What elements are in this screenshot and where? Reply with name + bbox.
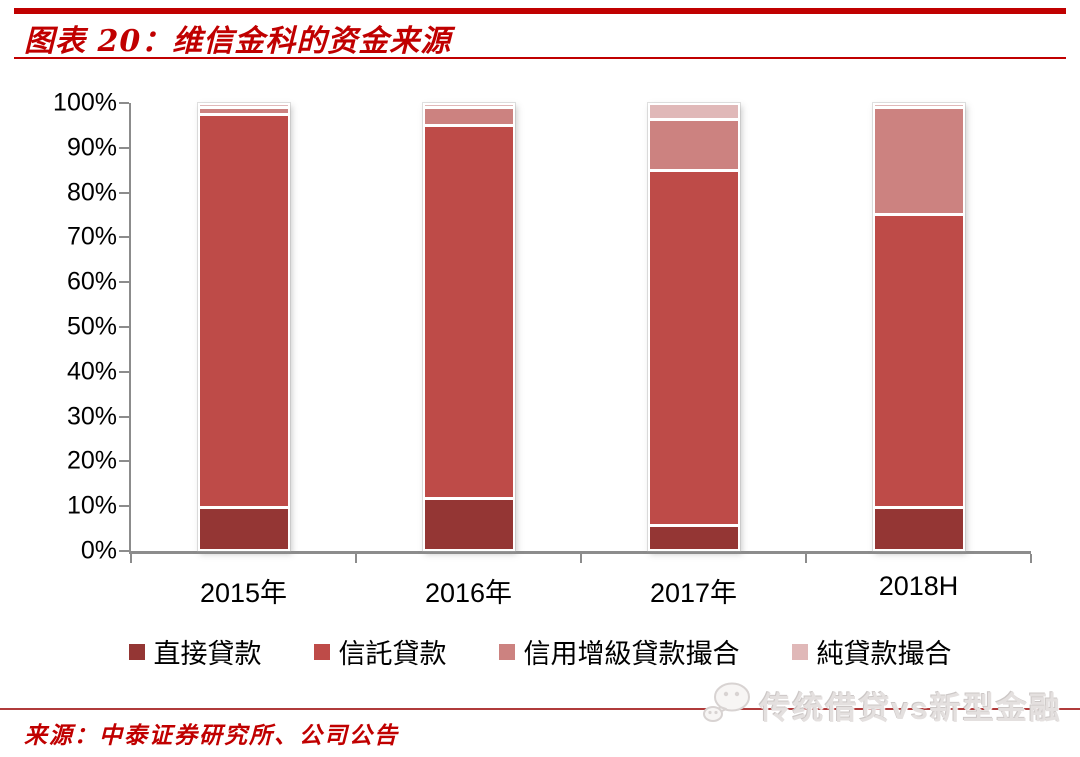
x-axis-category-label: 2016年 [424, 578, 513, 608]
y-axis-tick-label: 0% [80, 536, 117, 565]
y-axis-tick-mark [119, 326, 129, 328]
x-axis-tick-mark [1030, 554, 1032, 563]
legend-label: 信用增級貸款撮合 [523, 639, 740, 669]
bar-segment-信用增級貸款撮合 [874, 109, 963, 217]
bar-segment-信用增級貸款撮合 [649, 120, 738, 172]
y-axis-tick-label: 30% [66, 402, 117, 431]
y-axis-tick-mark [119, 550, 129, 552]
x-axis-tick-mark [580, 554, 582, 563]
watermark: 传统借贷vs新型金融 [702, 680, 1062, 731]
y-axis-tick-mark [119, 146, 129, 149]
legend-item-信用增級貸款撮合: 信用增級貸款撮合 [498, 632, 740, 671]
bar-segment-直接貸款 [424, 500, 513, 549]
bar-2017年 [647, 103, 740, 551]
bar-segment-信用增級貸款撮合 [199, 109, 288, 117]
chart-legend: 直接貸款 信託貸款 信用增級貸款撮合 純貸款撮合 [0, 632, 1080, 671]
bar-segment-直接貸款 [874, 509, 963, 549]
x-axis-category-label: 2018H [878, 571, 959, 601]
bar-segment-信託貸款 [199, 116, 288, 510]
wechat-bubbles-icon [702, 680, 756, 731]
x-axis-tick-mark [805, 554, 807, 563]
x-axis-tick-mark [355, 554, 357, 563]
y-axis-tick-mark [119, 505, 129, 508]
y-axis-tick-label: 70% [66, 222, 117, 251]
y-axis-tick-label: 100% [53, 88, 117, 117]
legend-swatch [128, 643, 145, 660]
top-rule [14, 8, 1066, 14]
legend-item-信託貸款: 信託貸款 [313, 632, 447, 671]
source-note: 来源：中泰证券研究所、公司公告 [24, 722, 399, 749]
watermark-text: 传统借贷vs新型金融 [759, 691, 1062, 726]
bar-segment-純貸款撮合 [874, 105, 963, 110]
bottom-rule [0, 708, 1080, 710]
legend-item-純貸款撮合: 純貸款撮合 [791, 632, 952, 671]
bar-segment-信託貸款 [649, 171, 738, 527]
bar-segment-信託貸款 [874, 216, 963, 510]
bar-segment-純貸款撮合 [649, 105, 738, 121]
bar-segment-純貸款撮合 [199, 105, 288, 110]
bar-2018H [872, 103, 965, 551]
legend-label: 信託貸款 [338, 639, 447, 669]
y-axis-tick-mark [119, 191, 129, 194]
y-axis-tick-label: 50% [66, 312, 117, 341]
y-axis-tick-mark [119, 236, 129, 239]
legend-swatch [498, 643, 515, 660]
legend-swatch [791, 643, 808, 660]
legend-item-直接貸款: 直接貸款 [128, 632, 262, 671]
y-axis-tick-mark [119, 460, 129, 463]
y-axis-tick-label: 80% [66, 178, 117, 207]
y-axis-tick-label: 60% [66, 267, 117, 296]
bar-segment-直接貸款 [199, 509, 288, 549]
y-axis-tick-mark [119, 370, 129, 373]
y-axis-tick-label: 40% [66, 357, 117, 386]
y-axis-tick-mark [119, 281, 129, 284]
y-axis-tick-label: 10% [66, 491, 117, 520]
bar-2015年 [197, 103, 290, 551]
x-axis-tick-mark [130, 554, 132, 563]
legend-label: 純貸款撮合 [816, 639, 952, 669]
x-axis-category-label: 2015年 [199, 578, 288, 608]
bar-segment-純貸款撮合 [424, 105, 513, 110]
legend-label: 直接貸款 [153, 639, 262, 669]
legend-swatch [313, 643, 330, 660]
x-axis-category-label: 2017年 [649, 578, 738, 608]
title-underline-rule [14, 57, 1066, 59]
bar-segment-直接貸款 [649, 526, 738, 549]
bar-segment-信用增級貸款撮合 [424, 109, 513, 128]
bar-2016年 [422, 103, 515, 551]
y-axis-tick-mark [119, 415, 129, 418]
bar-segment-信託貸款 [424, 127, 513, 501]
chart-title: 图表 20：维信金科的资金来源 [24, 24, 452, 59]
y-axis-tick-label: 90% [66, 133, 117, 162]
plot-area: 0% 10% 20% 30% 40% 50% 60% 70% 80% 90% 100% 2015年 20… [53, 90, 1032, 608]
y-axis-tick-mark [119, 102, 129, 104]
y-axis-tick-label: 20% [66, 446, 117, 475]
